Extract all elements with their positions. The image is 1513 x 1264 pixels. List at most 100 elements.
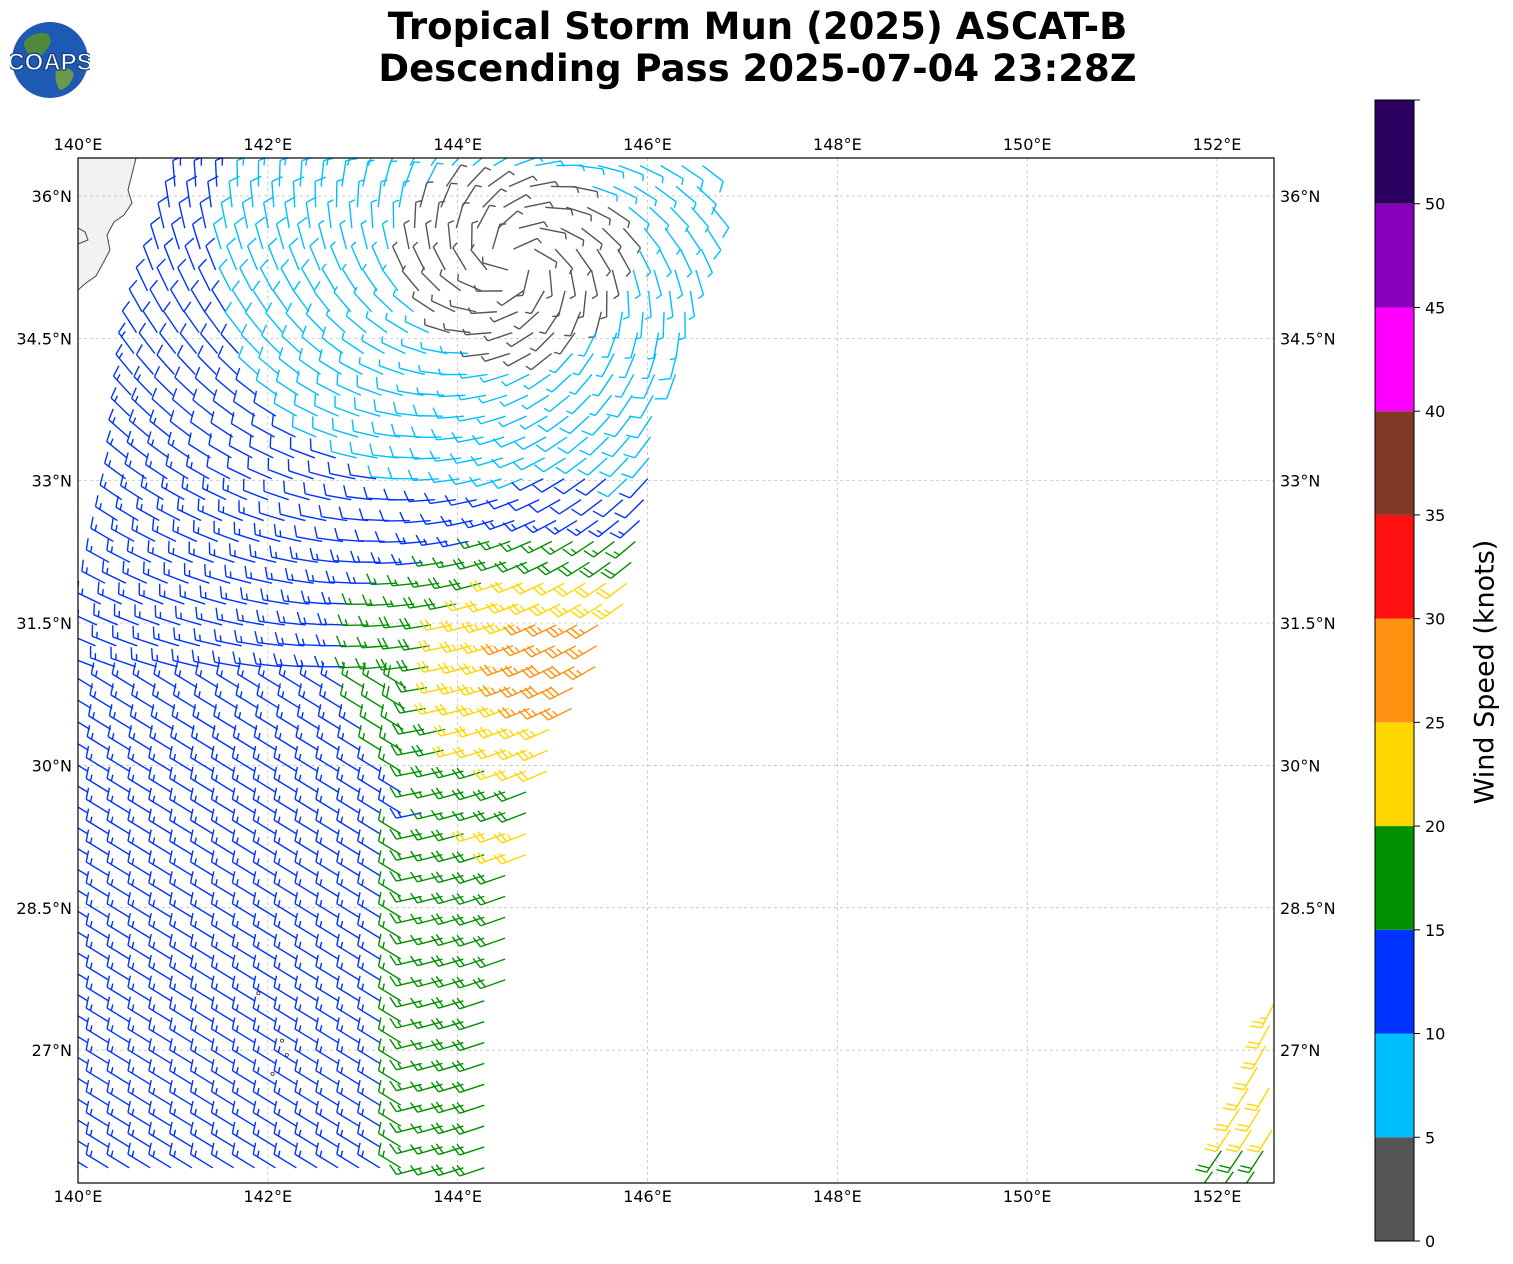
wind-barb-half-flag — [363, 641, 368, 648]
wind-barb-shaft — [298, 358, 321, 375]
lon-tick-label-bottom: 152°E — [1193, 1187, 1242, 1206]
wind-barb-half-flag — [197, 655, 200, 663]
wind-barb-half-flag — [295, 552, 298, 560]
wind-barb-flag — [437, 663, 446, 674]
wind-barb-flag — [169, 1079, 173, 1092]
wind-barb-shaft — [546, 415, 569, 433]
wind-barb-half-flag — [206, 484, 209, 491]
wind-barb-flag — [85, 892, 90, 904]
wind-barb-half-flag — [277, 816, 281, 823]
wind-barb-half-flag — [600, 316, 607, 320]
wind-barb-half-flag — [673, 201, 677, 209]
wind-barb-flag — [273, 1038, 278, 1050]
wind-barb-half-flag — [89, 816, 93, 823]
wind-barb-flag — [169, 1017, 173, 1030]
wind-barb-half-flag — [599, 243, 603, 251]
wind-barb-flag — [206, 454, 210, 467]
wind-barb-flag — [459, 643, 468, 654]
lon-tick-label-top: 148°E — [813, 135, 862, 154]
wind-barb-shaft — [607, 478, 628, 498]
wind-barb-half-flag — [280, 712, 283, 719]
wind-barb-half-flag — [194, 941, 197, 949]
wind-barb-shaft — [574, 373, 593, 395]
wind-barb-shaft — [437, 415, 464, 419]
wind-barb-half-flag — [194, 1108, 197, 1116]
wind-barb-flag — [1245, 1045, 1258, 1049]
wind-barb-half-flag — [136, 374, 142, 381]
wind-barb-flag — [435, 934, 444, 945]
wind-barb-flag — [265, 302, 273, 314]
wind-barb-half-flag — [404, 315, 407, 322]
wind-barb-flag — [148, 1017, 152, 1030]
wind-barb-flag — [193, 683, 198, 696]
wind-barb-flag — [525, 666, 535, 676]
wind-barb-flag — [252, 933, 257, 946]
wind-barb-flag — [356, 766, 361, 779]
wind-barb-half-flag — [362, 732, 366, 740]
wind-barb-flag — [498, 561, 508, 571]
wind-barb-shaft — [242, 158, 245, 166]
wind-barb-shaft — [526, 394, 550, 410]
wind-barb-half-flag — [332, 575, 336, 583]
wind-barb-shaft — [379, 540, 406, 543]
wind-barb-flag — [169, 1100, 173, 1113]
wind-barb-shaft — [457, 436, 484, 443]
wind-barb-half-flag — [277, 941, 281, 949]
wind-barb-flag — [632, 396, 645, 399]
wind-barb-flag — [315, 850, 319, 863]
wind-barb-half-flag — [618, 530, 625, 536]
wind-barb-shaft — [284, 158, 287, 166]
wind-barb-flag — [577, 469, 589, 476]
wind-barb-flag — [451, 1020, 461, 1031]
wind-barb-half-flag — [239, 691, 243, 698]
wind-barb-shaft — [78, 973, 88, 981]
wind-barb-flag — [555, 466, 567, 475]
wind-barb-shaft — [675, 185, 697, 204]
wind-barb-half-flag — [301, 638, 305, 645]
wind-barb-flag — [86, 725, 91, 737]
wind-barb-half-flag — [418, 895, 423, 902]
wind-barb-half-flag — [89, 983, 93, 990]
wind-barb-flag — [410, 808, 418, 820]
wind-barb-half-flag — [319, 1004, 323, 1011]
wind-barb-half-flag — [70, 1088, 71, 1094]
wind-barb-flag — [583, 550, 595, 558]
wind-barb-flag — [85, 787, 90, 800]
wind-barb-half-flag — [215, 941, 218, 949]
wind-barb-shaft — [524, 415, 548, 430]
wind-barb-half-flag — [502, 361, 509, 367]
wind-barb-half-flag — [666, 271, 672, 278]
wind-barb-half-flag — [368, 159, 375, 162]
wind-barb-half-flag — [471, 220, 479, 224]
wind-barb-shaft — [78, 721, 91, 730]
wind-barb-half-flag — [160, 504, 164, 511]
wind-barb-flag — [494, 562, 504, 573]
wind-barb-flag — [356, 808, 361, 821]
wind-barb-half-flag — [131, 858, 135, 865]
wind-barb-flag — [521, 668, 531, 679]
wind-barb-half-flag — [488, 729, 494, 736]
wind-barb-shaft — [301, 336, 323, 355]
wind-barb-half-flag — [110, 837, 114, 844]
wind-barb-flag — [347, 463, 352, 476]
wind-barb-flag — [336, 933, 340, 946]
wind-barb-flag — [420, 681, 428, 693]
wind-barb-flag — [110, 387, 117, 399]
wind-barb-half-flag — [439, 268, 443, 276]
island — [270, 1071, 275, 1076]
wind-barb-flag — [533, 464, 544, 473]
wind-barb-flag — [127, 745, 131, 758]
wind-barb-half-flag — [340, 795, 344, 803]
wind-barb-flag — [68, 704, 70, 715]
wind-barb-half-flag — [532, 175, 538, 182]
wind-barb-shaft — [392, 294, 414, 313]
wind-barb-shaft — [654, 185, 677, 203]
wind-barb-half-flag — [443, 540, 449, 547]
wind-barb-flag — [231, 1079, 236, 1092]
wind-barb-flag — [543, 709, 554, 719]
wind-barb-half-flag — [397, 790, 402, 797]
wind-barb-shaft — [640, 311, 644, 338]
wind-barb-flag — [106, 1142, 111, 1155]
wind-barb-flag — [1213, 1127, 1226, 1132]
wind-barb-shaft — [695, 269, 705, 296]
